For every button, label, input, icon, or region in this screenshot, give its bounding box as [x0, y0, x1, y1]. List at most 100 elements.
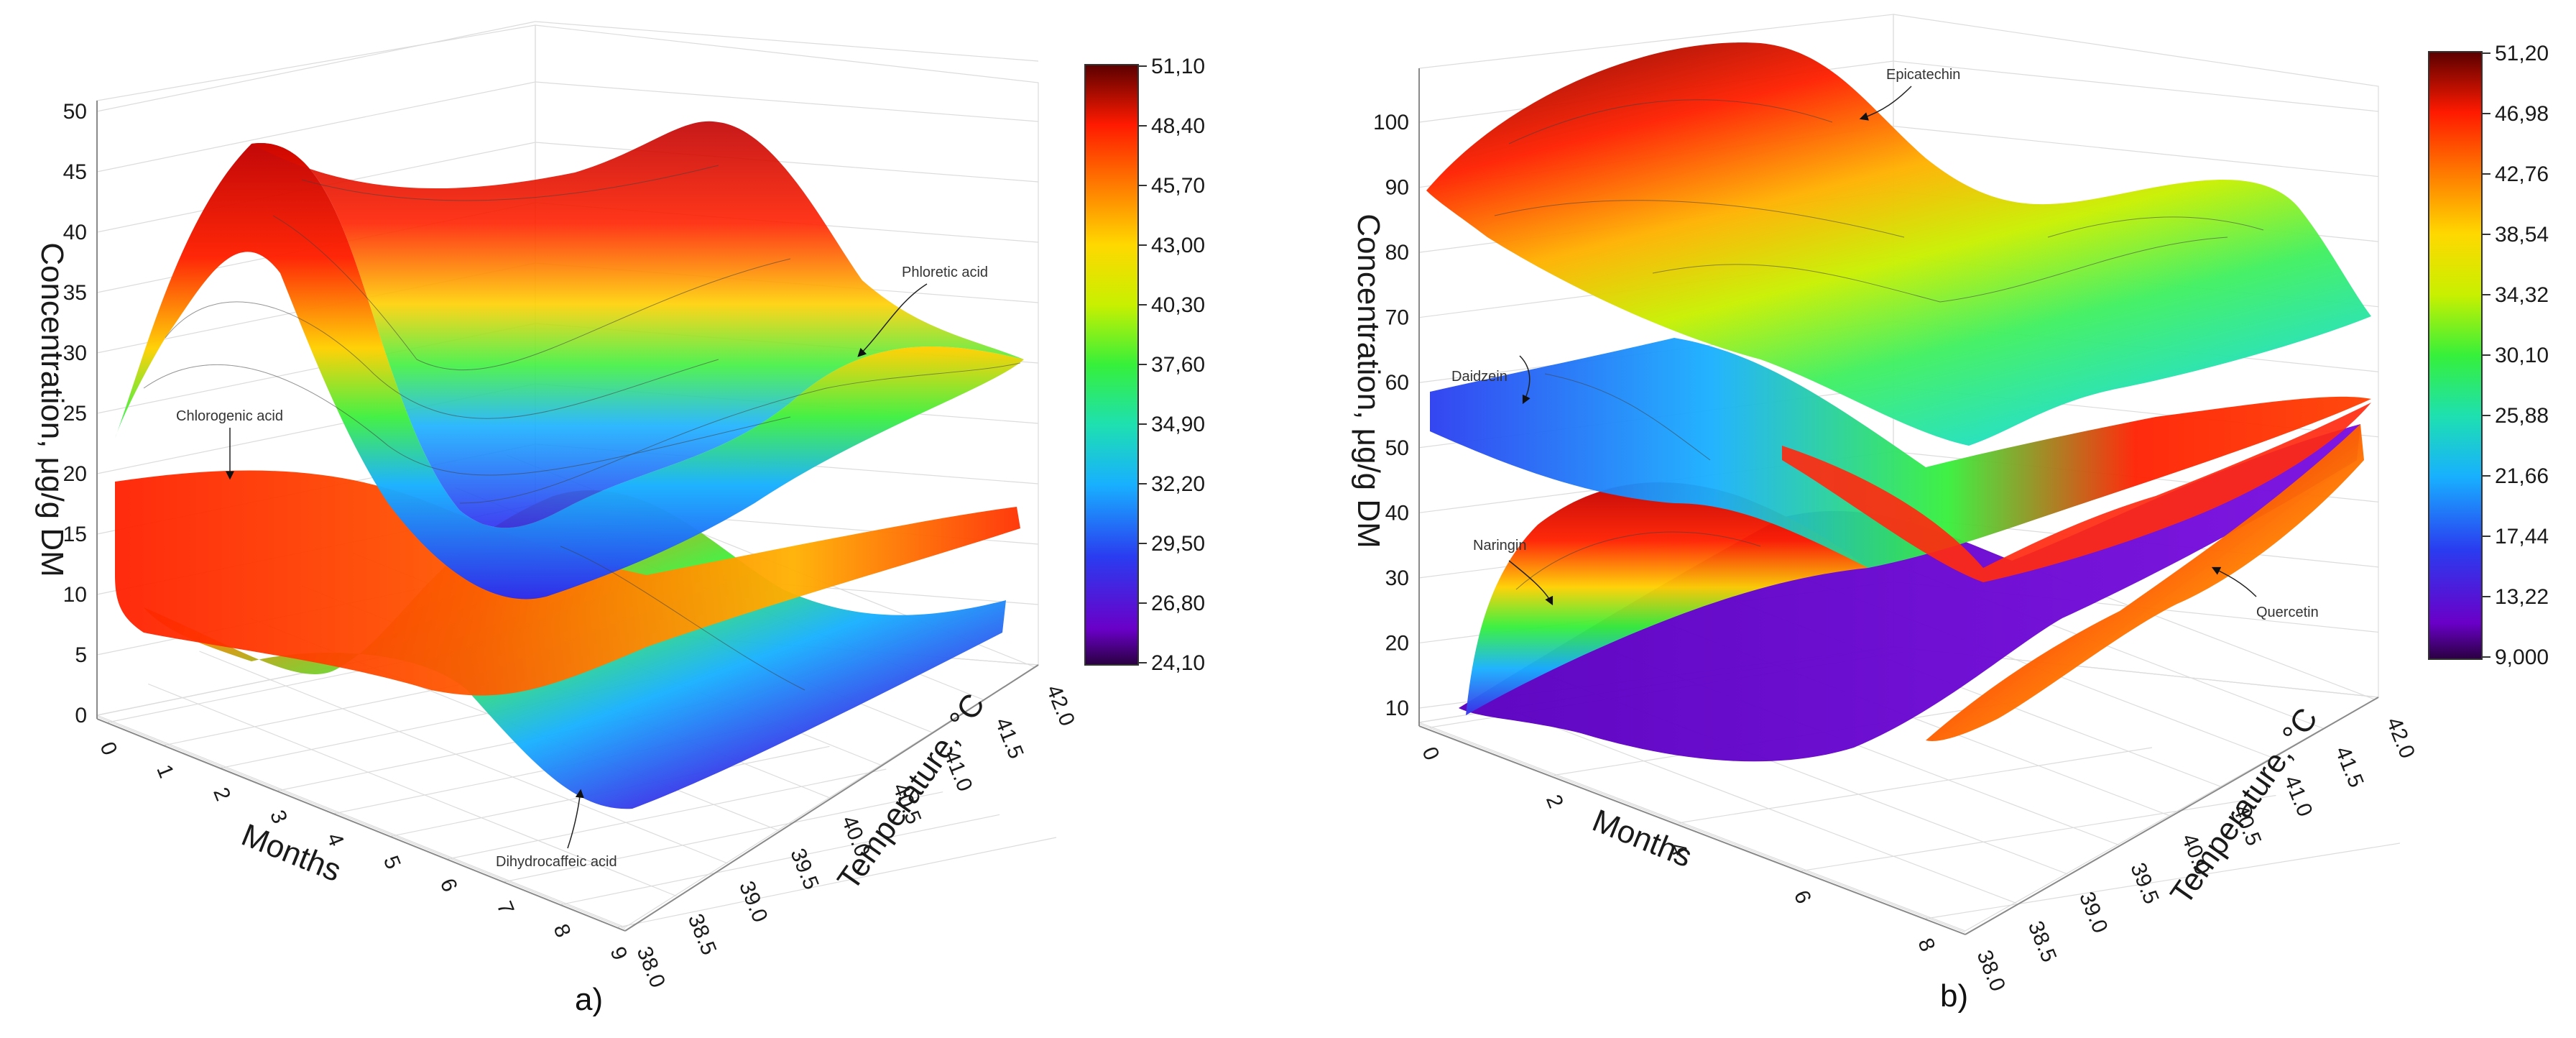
z-tick-label: 100 [1373, 111, 1409, 134]
y-axis-line-b [1965, 697, 2379, 935]
x-grid-line [504, 791, 943, 883]
z-tick-label: 25 [63, 402, 87, 426]
contour-line [165, 301, 719, 419]
colorbar-tick-label: 43,00 [1151, 234, 1205, 257]
colorbar-tick-label: 51,20 [2495, 42, 2549, 65]
z-tick-label: 80 [1385, 241, 1409, 265]
z-grid-line-right [535, 21, 1039, 62]
y-grid-line [1470, 694, 2017, 904]
colorbar-tick-label: 48,40 [1151, 114, 1205, 138]
contour-line [301, 165, 719, 201]
y-tick-label: 42.0 [1042, 681, 1079, 730]
colorbar-a [1084, 64, 1139, 666]
x-axis-title-b: Months [1587, 803, 1696, 874]
z-ticks-a: 0 5 10 15 20 25 30 35 40 45 50 [63, 100, 87, 727]
z-tick-label: 20 [63, 462, 87, 486]
surface-phloretic-acid [115, 143, 1024, 600]
x-tick-label: 9 [605, 944, 632, 964]
colorbar-tick-label: 45,70 [1151, 174, 1205, 198]
x-tick-label: 8 [1913, 935, 1939, 955]
z-grid-line [96, 81, 536, 173]
colorbar-tick-label: 32,20 [1151, 472, 1205, 496]
z-tick-label: 30 [63, 341, 87, 365]
colorbar-tick-label: 13,22 [2495, 585, 2549, 609]
z-tick-label: 10 [1385, 697, 1409, 720]
contours-a [143, 165, 1021, 691]
z-tick-label: 30 [1385, 566, 1409, 590]
x-grid-line [448, 768, 887, 860]
z-tick-label: 10 [63, 583, 87, 607]
y-axis-title-a: Temperature, °C [831, 687, 992, 896]
colorbar-tick-label: 25,88 [2495, 404, 2549, 428]
x-tick-label: 7 [492, 898, 519, 918]
panel-label-a: a) [575, 982, 603, 1017]
arrow-epicatechin [1859, 86, 1912, 121]
z-grid-line-right [1893, 125, 2379, 178]
z-tick-label: 40 [63, 221, 87, 244]
colorbar-tick-label: 40,30 [1151, 293, 1205, 317]
colorbar-ticks-a: 51,10 48,40 45,70 43,00 40,30 37,60 34,90 32,20… [1138, 55, 1205, 675]
x-grid-line [1801, 794, 2276, 872]
surface-phloretic-back [251, 121, 1024, 528]
x-grid-line [1925, 842, 2401, 919]
colorbar-tick-label: 46,98 [2495, 102, 2549, 126]
z-tick-label: 15 [63, 523, 87, 546]
z-tick-label: 40 [1385, 501, 1409, 525]
contour-line [560, 546, 805, 691]
colorbar-tick-label: 37,60 [1151, 353, 1205, 377]
surface-daidzein [1430, 338, 2371, 568]
z-ticks-b: 10 20 30 40 50 60 70 80 90 100 [1373, 111, 1409, 720]
y-tick-label: 38.0 [1972, 947, 2010, 995]
label-naringin: Naringin [1473, 538, 1526, 554]
colorbar-tick-label: 34,32 [2495, 283, 2549, 307]
z-tick-label: 20 [1385, 631, 1409, 655]
x-tick-label: 0 [1417, 744, 1444, 764]
x-tick-label: 6 [435, 876, 462, 896]
y-grid-line [1418, 723, 1966, 933]
y-tick-label: 41.0 [2279, 772, 2317, 820]
label-phloretic-acid: Phloretic acid [902, 265, 988, 280]
z-grid-line [96, 21, 536, 112]
panel-label-b: b) [1940, 978, 1968, 1014]
z-tick-label: 45 [63, 160, 87, 184]
label-dihydrocaffeic-acid: Dihydrocaffeic acid [496, 854, 617, 870]
z-tick-label: 50 [63, 100, 87, 124]
z-grid-line-right [535, 81, 1039, 122]
arrow-daidzein [1519, 355, 1531, 405]
y-grid-line [96, 716, 626, 929]
contour-line [1544, 373, 1711, 461]
x-tick-label: 3 [265, 807, 292, 827]
contour-line [143, 364, 791, 476]
z-tick-label: 5 [75, 643, 87, 667]
z-grid-line-right [535, 142, 1039, 183]
surface-epicatechin-fold [1782, 403, 2371, 582]
x-tick-label: 2 [208, 784, 235, 804]
x-tick-label: 1 [152, 761, 178, 781]
z-tick-label: 90 [1385, 176, 1409, 200]
colorbar-tick-label: 17,44 [2495, 525, 2549, 548]
colorbar-tick-label: 51,10 [1151, 55, 1205, 78]
contour-line [1515, 531, 1761, 590]
z-tick-label: 50 [1385, 436, 1409, 460]
label-chlorogenic-acid: Chlorogenic acid [176, 408, 283, 424]
x-axis-line-b [1418, 725, 1966, 935]
arrow-phloretic-acid [857, 283, 928, 357]
z-tick-label: 60 [1385, 371, 1409, 395]
colorbar-tick-label: 21,66 [2495, 464, 2549, 488]
x-grid-line [1677, 747, 2153, 824]
surface-quercetin-top [1926, 424, 2364, 741]
y-tick-label: 39.0 [734, 878, 772, 926]
colorbar-ticks-b: 51,20 46,98 42,76 38,54 34,32 30,10 25,88 21,66… [2482, 42, 2549, 669]
x-tick-label: 2 [1541, 791, 1568, 812]
y-grid-line [199, 651, 728, 864]
x-axis-line-a [96, 718, 626, 932]
x-grid-line [560, 814, 1000, 905]
z-tick-label: 0 [75, 704, 87, 727]
contours-b [1494, 99, 2264, 590]
z-tick-label: 70 [1385, 306, 1409, 330]
surface-epicatechin [1426, 42, 2371, 446]
z-grid-line-right [1893, 60, 2379, 112]
colorbar-tick-label: 38,54 [2495, 223, 2549, 247]
